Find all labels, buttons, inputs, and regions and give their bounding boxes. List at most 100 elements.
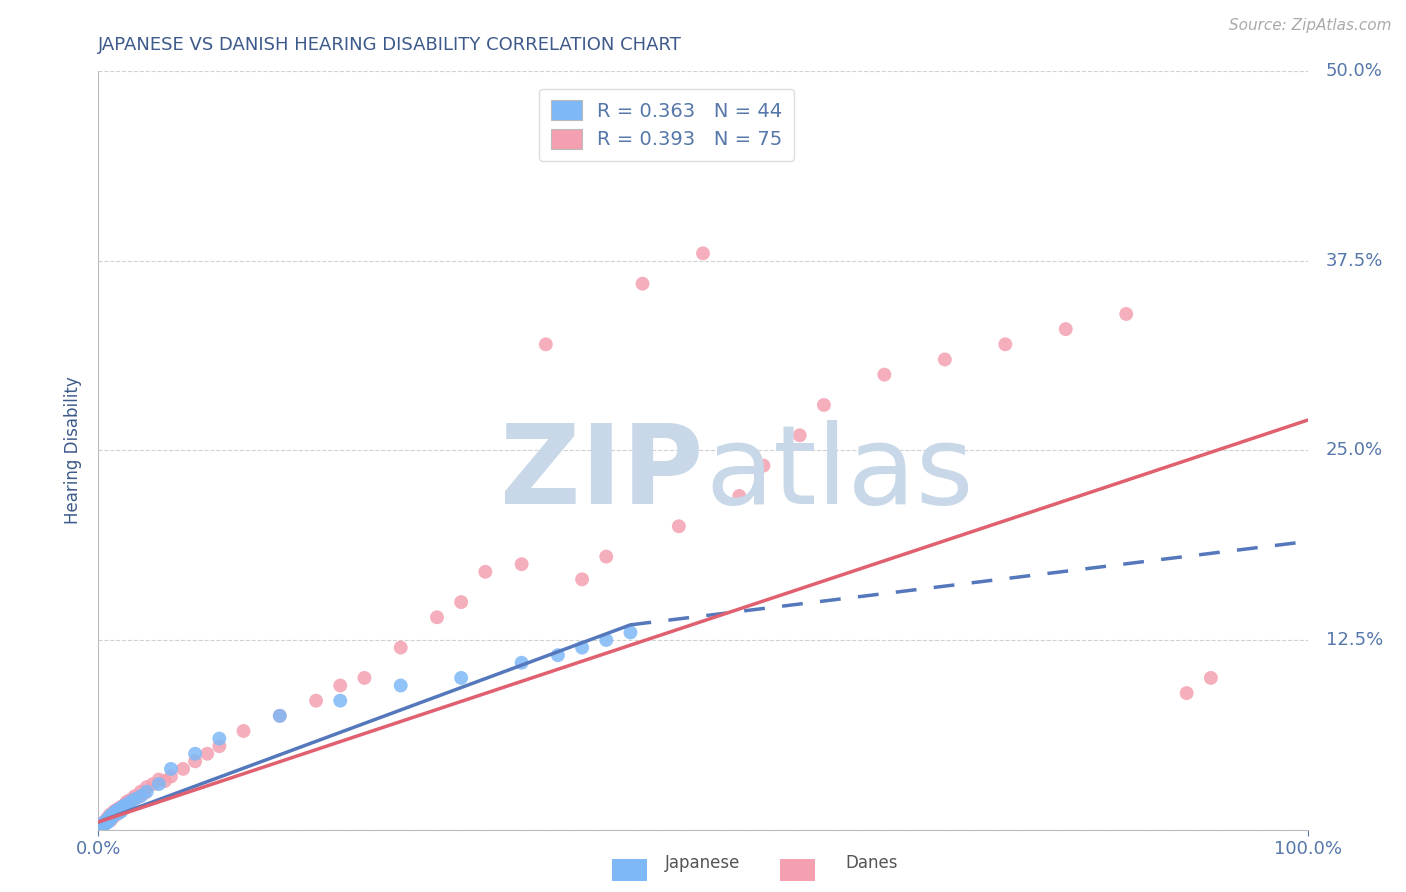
Point	[129, 789, 152, 804]
Point	[97, 810, 120, 824]
Point	[100, 809, 122, 823]
Point	[103, 805, 125, 819]
Point	[105, 807, 128, 822]
Point	[101, 805, 124, 820]
Point	[91, 818, 114, 832]
Point	[208, 739, 231, 753]
Point	[1199, 671, 1222, 685]
Point	[108, 801, 131, 815]
Point	[208, 731, 231, 746]
Point	[117, 800, 139, 814]
Point	[90, 820, 112, 834]
Point	[631, 277, 654, 291]
Point	[117, 797, 139, 811]
Point	[1115, 307, 1137, 321]
Point	[96, 815, 118, 830]
Point	[114, 798, 136, 813]
Point	[111, 800, 134, 814]
Point	[595, 633, 617, 648]
Point	[101, 807, 124, 822]
Point	[105, 805, 128, 819]
Point	[110, 805, 132, 819]
Point	[121, 792, 143, 806]
Point	[101, 809, 124, 823]
Point	[124, 792, 146, 806]
Point	[135, 780, 157, 794]
Point	[93, 816, 115, 830]
Point	[148, 777, 170, 791]
Point	[93, 816, 115, 830]
Point	[97, 815, 120, 830]
Point	[619, 625, 641, 640]
Text: JAPANESE VS DANISH HEARING DISABILITY CORRELATION CHART: JAPANESE VS DANISH HEARING DISABILITY CO…	[98, 36, 682, 54]
Point	[153, 774, 176, 789]
Point	[115, 795, 138, 809]
Point	[450, 671, 472, 685]
Point	[305, 694, 328, 708]
Point	[232, 724, 254, 739]
Point	[111, 801, 134, 815]
Point	[329, 694, 352, 708]
Point	[692, 246, 714, 260]
Point	[100, 812, 122, 826]
Point	[103, 807, 125, 822]
FancyBboxPatch shape	[612, 859, 647, 881]
Point	[510, 557, 533, 572]
Point	[100, 814, 122, 828]
Point	[534, 337, 557, 351]
Text: 50.0%: 50.0%	[1326, 62, 1382, 80]
Point	[148, 772, 170, 787]
Point	[98, 809, 121, 823]
Text: Japanese: Japanese	[665, 855, 741, 872]
Point	[474, 565, 496, 579]
Point	[571, 573, 593, 587]
Point	[1054, 322, 1077, 336]
Text: Danes: Danes	[845, 855, 898, 872]
Point	[114, 800, 136, 814]
Point	[91, 818, 114, 832]
Point	[160, 769, 183, 784]
Point	[91, 818, 114, 832]
Point	[118, 795, 141, 809]
Point	[172, 762, 194, 776]
Point	[94, 816, 117, 830]
Point	[98, 810, 121, 824]
Point	[118, 795, 141, 809]
Point	[108, 805, 131, 820]
Point	[510, 656, 533, 670]
Point	[110, 800, 132, 814]
Point	[94, 814, 117, 828]
Point	[752, 458, 775, 473]
Point	[93, 815, 115, 830]
Point	[668, 519, 690, 533]
Point	[127, 790, 149, 805]
Point	[96, 814, 118, 828]
Point	[450, 595, 472, 609]
Point	[96, 812, 118, 826]
Point	[100, 810, 122, 824]
Point	[135, 785, 157, 799]
Point	[97, 812, 120, 826]
Point	[269, 708, 291, 723]
Text: ZIP: ZIP	[499, 420, 703, 526]
Point	[934, 352, 956, 367]
Point	[93, 815, 115, 830]
Point	[728, 489, 751, 503]
Point	[98, 814, 121, 828]
Point	[329, 678, 352, 692]
Point	[108, 803, 131, 817]
Point	[269, 708, 291, 723]
Point	[103, 805, 125, 820]
Point	[96, 815, 118, 830]
Point	[91, 818, 114, 832]
Point	[124, 789, 146, 804]
Point	[160, 762, 183, 776]
Point	[547, 648, 569, 662]
Point	[994, 337, 1017, 351]
Point	[100, 807, 122, 822]
Point	[789, 428, 811, 442]
Point	[108, 803, 131, 817]
Point	[353, 671, 375, 685]
Point	[105, 803, 128, 817]
Point	[426, 610, 449, 624]
